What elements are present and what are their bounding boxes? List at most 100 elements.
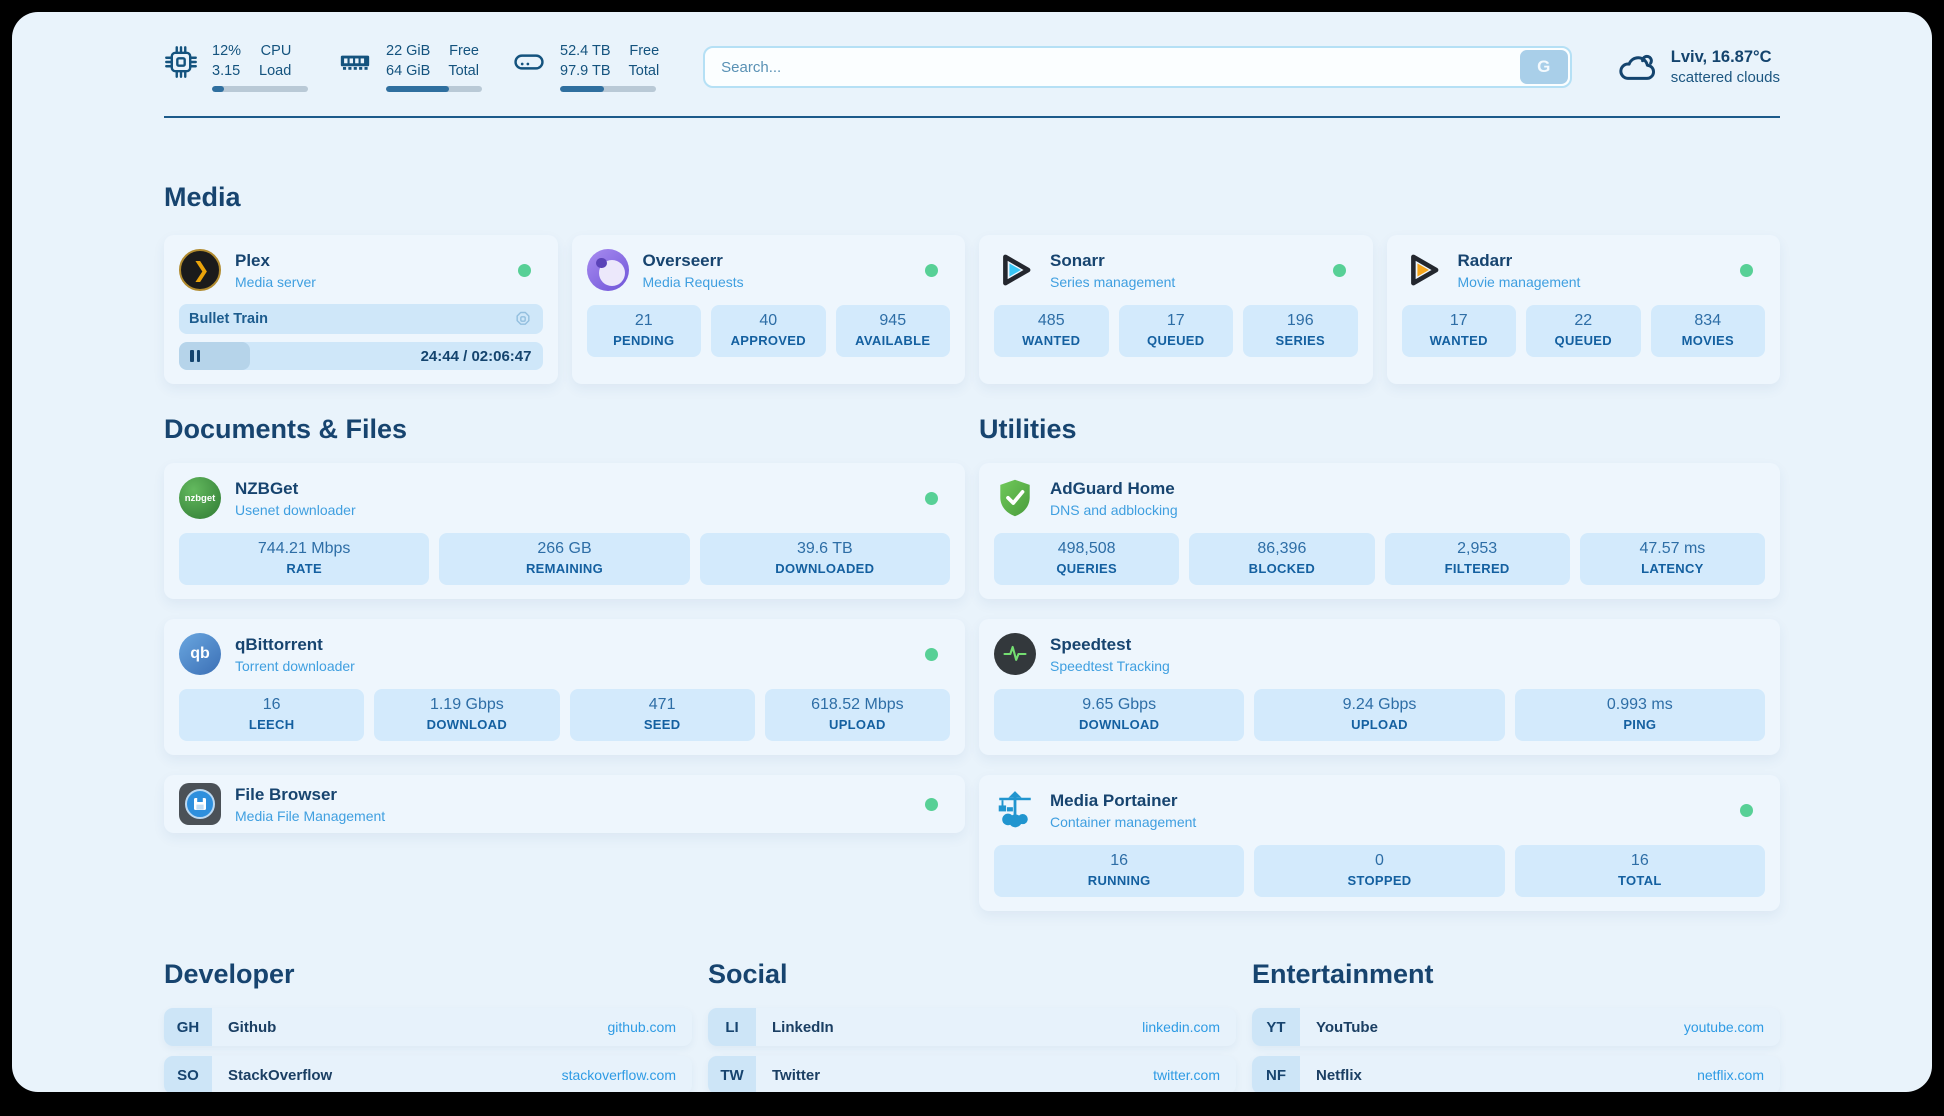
cpu-progress-bar [212, 86, 308, 93]
ram-free: 22 GiB [386, 43, 431, 59]
disk-label-2: Total [628, 62, 660, 79]
app-description: Torrent downloader [235, 657, 355, 674]
stat-tile: 266 GB REMAINING [439, 533, 690, 586]
stat-tile: 9.24 Gbps UPLOAD [1254, 689, 1505, 742]
cpu-label-1: CPU [260, 43, 292, 59]
file-browser-icon [179, 783, 221, 826]
stat-tile: 22 QUEUED [1526, 305, 1641, 358]
app-card-speedtest[interactable]: Speedtest Speedtest Tracking 9.65 Gbps D… [979, 619, 1780, 756]
section-title-documents: Documents & Files [164, 414, 408, 445]
app-card-sonarr[interactable]: Sonarr Series management 485 WANTED 17 Q… [979, 235, 1373, 385]
playback-progress-bar: 24:44 / 02:06:47 [179, 342, 543, 371]
cpu-icon [165, 45, 197, 78]
search-input[interactable] [703, 46, 1572, 89]
adguard-icon [1000, 479, 1030, 517]
media-grid: ❯ Plex Media server Bullet Train 24:44 /… [164, 235, 1780, 385]
app-name: qBittorrent [235, 634, 323, 654]
dashboard-page: 12% 3.15 CPU Load [12, 12, 1932, 1092]
playback-time: 24:44 / 02:06:47 [420, 347, 532, 365]
stat-tile: 471 SEED [569, 689, 755, 742]
bookmark-youtube[interactable]: YT YouTube youtube.com [1252, 1008, 1780, 1047]
disk-icon [514, 53, 544, 70]
stat-tile: 21 PENDING [586, 305, 701, 358]
app-name: Sonarr [1050, 250, 1105, 270]
section-title-entertainment: Entertainment [1252, 959, 1434, 990]
app-card-plex[interactable]: ❯ Plex Media server Bullet Train 24:44 /… [164, 235, 558, 385]
system-stats: 12% 3.15 CPU Load [164, 42, 660, 93]
app-name: Media Portainer [1050, 790, 1178, 810]
app-description: Series management [1050, 273, 1176, 290]
bookmark-linkedin[interactable]: LI LinkedIn linkedin.com [708, 1008, 1236, 1047]
bookmark-name: StackOverflow [228, 1066, 333, 1084]
stat-tile: 47.57 ms LATENCY [1579, 533, 1765, 586]
bookmark-name: Github [228, 1018, 277, 1036]
stat-tile: 86,396 BLOCKED [1189, 533, 1375, 586]
middle-columns: Documents & Files nzbget NZBGet Usenet d… [164, 384, 1780, 912]
bookmark-badge: YT [1252, 1008, 1300, 1047]
bookmark-stackoverflow[interactable]: SO StackOverflow stackoverflow.com [164, 1056, 692, 1092]
stat-tile: 16 LEECH [179, 689, 365, 742]
nzbget-icon: nzbget [179, 477, 221, 520]
section-title-media: Media [164, 182, 241, 213]
app-card-portainer[interactable]: Media Portainer Container management 16 … [979, 775, 1780, 912]
bookmark-badge: GH [164, 1008, 212, 1047]
status-dot [1740, 263, 1753, 277]
stat-tile: 744.21 Mbps RATE [179, 533, 430, 586]
status-dot [925, 647, 938, 661]
section-title-developer: Developer [164, 959, 295, 990]
bookmark-netflix[interactable]: NF Netflix netflix.com [1252, 1056, 1780, 1092]
stat-tile: 2,953 FILTERED [1384, 533, 1570, 586]
stat-tile: 485 WANTED [994, 305, 1109, 358]
search-engine-button[interactable]: G [1519, 50, 1568, 85]
cpu-label-2: Load [259, 62, 292, 79]
stat-tile: 17 QUEUED [1118, 305, 1233, 358]
stat-tile: 196 SERIES [1243, 305, 1358, 358]
bookmark-url: github.com [607, 1019, 676, 1036]
app-card-nzbget[interactable]: nzbget NZBGet Usenet downloader 744.21 M… [164, 463, 965, 600]
app-name: Radarr [1457, 250, 1513, 270]
app-card-overseerr[interactable]: Overseerr Media Requests 21 PENDING 40 A… [571, 235, 965, 385]
section-title-utilities: Utilities [979, 414, 1077, 445]
disk-total: 97.9 TB [560, 62, 611, 79]
cpu-progress-fill [212, 86, 224, 93]
app-card-file-browser[interactable]: File Browser Media File Management [164, 775, 965, 834]
stat-tile: 0.993 ms PING [1514, 689, 1765, 742]
stat-tile: 1.19 Gbps DOWNLOAD [374, 689, 560, 742]
stat-tile: 17 WANTED [1401, 305, 1516, 358]
overseerr-icon [586, 249, 629, 292]
app-description: Speedtest Tracking [1050, 657, 1170, 674]
stat-tile: 618.52 Mbps UPLOAD [764, 689, 950, 742]
weather-condition: scattered clouds [1670, 69, 1780, 87]
ram-icon [340, 55, 370, 70]
stat-tile: 39.6 TB DOWNLOADED [699, 533, 950, 586]
ram-total: 64 GiB [386, 62, 431, 79]
app-description: Media File Management [235, 807, 386, 824]
app-description: Movie management [1457, 273, 1581, 290]
section-title-social: Social [708, 959, 788, 990]
stat-tile: 834 MOVIES [1650, 305, 1765, 358]
app-description: DNS and adblocking [1050, 501, 1178, 518]
bookmark-twitter[interactable]: TW Twitter twitter.com [708, 1056, 1236, 1092]
gear-icon[interactable] [513, 309, 533, 329]
app-name: NZBGet [235, 478, 299, 498]
ram-progress-bar [386, 86, 482, 93]
bookmark-column-social: Social LI LinkedIn linkedin.com TW Twitt… [708, 959, 1236, 1092]
app-card-adguard[interactable]: AdGuard Home DNS and adblocking 498,508 … [979, 463, 1780, 600]
status-dot [925, 797, 938, 811]
bookmark-name: Twitter [772, 1066, 821, 1084]
speedtest-icon [994, 633, 1036, 676]
app-card-radarr[interactable]: Radarr Movie management 17 WANTED 22 QUE… [1386, 235, 1780, 385]
bookmark-url: netflix.com [1697, 1067, 1764, 1084]
stat-tile: 0 STOPPED [1254, 845, 1505, 898]
plex-icon: ❯ [179, 249, 221, 292]
status-dot [517, 263, 531, 277]
disk-progress-bar [560, 86, 656, 93]
bookmarks-grid: Developer GH Github github.com SO StackO… [164, 959, 1780, 1092]
status-dot [925, 491, 938, 505]
bookmark-column-developer: Developer GH Github github.com SO StackO… [164, 959, 692, 1092]
bookmark-github[interactable]: GH Github github.com [164, 1008, 692, 1047]
bookmark-url: stackoverflow.com [561, 1067, 676, 1084]
bookmark-url: youtube.com [1683, 1019, 1764, 1036]
app-card-qbittorrent[interactable]: qb qBittorrent Torrent downloader 16 LEE… [164, 619, 965, 756]
stat-tile: 16 TOTAL [1514, 845, 1765, 898]
